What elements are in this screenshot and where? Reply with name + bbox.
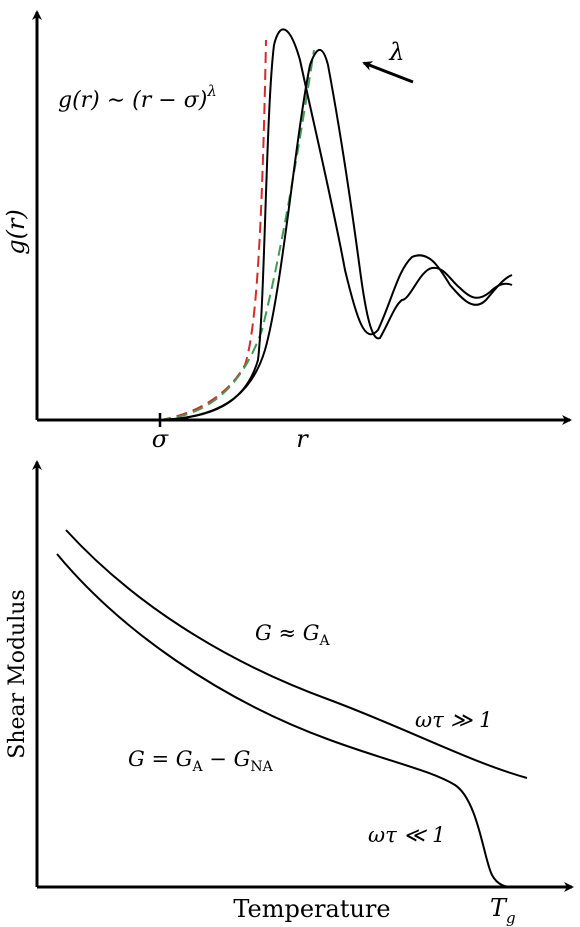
rdf-curve-1 [159,28,513,421]
bottom-panel: Shear Modulus Temperature Tg G ≈ GA G = … [5,460,574,927]
r-label: r [296,425,309,453]
top-y-axis-label: g(r) [2,209,30,255]
bottom-x-axis-label: Temperature [233,895,390,923]
power-law-fit-green [159,49,315,421]
high-freq-label: ωτ ≫ 1 [415,708,492,732]
lambda-arrow [362,61,414,84]
lower-region-label-mid: − G [203,747,251,771]
power-law-fit-red [159,39,267,421]
upper-region-label-main: G ≈ G [255,621,320,645]
power-law-formula: g(r) ∼ (r − σ)λ [58,82,217,113]
upper-region-label-sub: A [319,633,331,649]
lower-region-label: G = GA − GNA [128,747,274,775]
sigma-label: σ [152,425,169,453]
tg-label-sub: g [506,909,516,927]
power-law-formula-exponent: λ [206,82,217,100]
lambda-label: λ [388,38,404,66]
tg-label: Tg [490,894,516,927]
bottom-y-axis-label: Shear Modulus [5,589,30,758]
power-law-formula-main: g(r) ∼ (r − σ) [58,88,207,113]
top-panel: g(r) σ r λ g(r) ∼ (r − σ)λ [2,10,572,453]
shear-modulus-low-freq-curve [56,553,515,888]
shear-modulus-high-freq-curve [65,529,528,779]
low-freq-label: ωτ ≪ 1 [368,823,445,847]
lower-region-label-sub1: A [192,759,204,775]
rdf-curve-2 [159,49,513,421]
lower-region-label-main: G = G [128,747,193,771]
upper-region-label: G ≈ GA [255,621,331,649]
tg-label-base: T [490,894,508,922]
lower-region-label-sub2: NA [250,759,273,775]
